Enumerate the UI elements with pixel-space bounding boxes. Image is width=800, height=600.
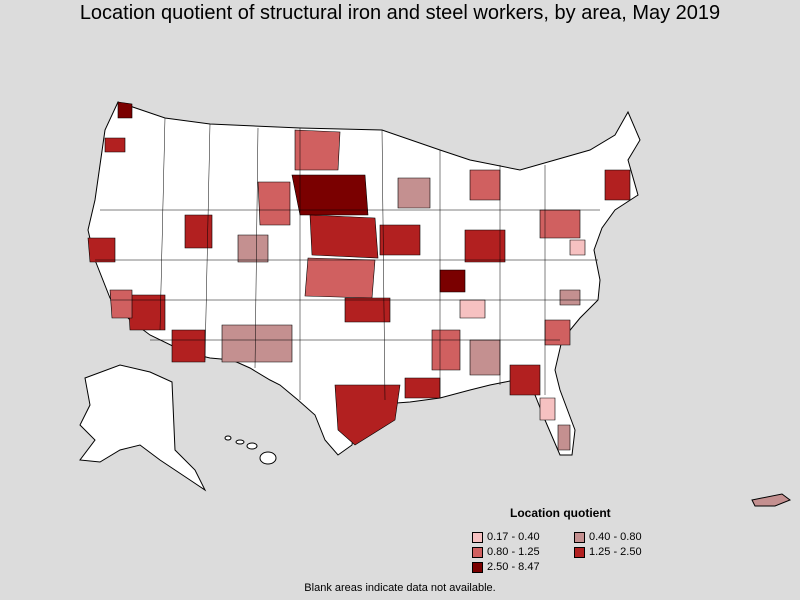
legend-label: 0.80 - 1.25 xyxy=(487,546,540,558)
area-pennsylvania xyxy=(539,209,581,239)
area-kentucky xyxy=(439,269,466,293)
area-boundaries xyxy=(95,117,600,401)
legend-swatch xyxy=(472,546,483,558)
legend-label: 0.17 - 0.40 xyxy=(487,531,540,543)
legend-swatch xyxy=(472,531,483,543)
legend-item-0.80-1.25: 0.80 - 1.25 xyxy=(472,546,540,558)
area-arizona-central xyxy=(127,294,166,331)
area-oklahoma xyxy=(344,297,391,323)
area-california-bay xyxy=(87,237,116,263)
legend-swatch xyxy=(574,531,585,543)
area-new-england xyxy=(604,169,631,201)
legend-item-0.17-0.40: 0.17 - 0.40 xyxy=(472,531,540,543)
area-tennessee xyxy=(459,299,486,319)
area-new-mexico xyxy=(221,324,293,363)
legend-item-0.40-0.80: 0.40 - 0.80 xyxy=(574,531,642,543)
area-virginia xyxy=(559,289,581,306)
area-wyoming xyxy=(257,181,291,226)
area-nebraska-kansas xyxy=(309,214,379,259)
area-maryland xyxy=(569,239,586,256)
legend-swatch xyxy=(472,561,483,573)
area-north-dakota-south-dakota xyxy=(291,174,369,216)
footnote: Blank areas indicate data not available. xyxy=(304,582,496,594)
area-ohio-indiana xyxy=(464,229,506,263)
area-florida-central xyxy=(539,397,556,421)
area-carolinas xyxy=(544,319,571,346)
legend-swatch xyxy=(574,546,585,558)
area-montana-east xyxy=(294,129,341,171)
legend-item-1.25-2.50: 1.25 - 2.50 xyxy=(574,546,642,558)
area-portland xyxy=(104,137,126,153)
area-seattle xyxy=(117,101,133,119)
area-texas-gulf xyxy=(334,384,401,446)
puerto-rico-landmass xyxy=(751,493,792,507)
area-alabama xyxy=(469,339,501,376)
area-iowa-illinois xyxy=(379,224,421,256)
area-colorado xyxy=(237,234,269,263)
area-california-south xyxy=(109,289,133,319)
area-georgia-florida xyxy=(509,364,541,396)
area-florida-south xyxy=(557,424,571,451)
legend-title: Location quotient xyxy=(510,506,611,520)
legend-label: 0.40 - 0.80 xyxy=(589,531,642,543)
legend-label: 2.50 - 8.47 xyxy=(487,561,540,573)
hawaii-islands xyxy=(224,435,277,465)
area-michigan xyxy=(469,169,501,201)
alaska-landmass xyxy=(79,364,207,492)
area-kansas xyxy=(304,257,376,299)
area-wisconsin xyxy=(397,177,431,209)
area-arizona-south xyxy=(171,329,206,363)
map-title: Location quotient of structural iron and… xyxy=(79,2,721,24)
area-utah xyxy=(184,214,213,249)
area-louisiana xyxy=(404,377,441,399)
area-mississippi xyxy=(431,329,461,371)
legend-item-2.50-8.47: 2.50 - 8.47 xyxy=(472,561,540,573)
legend-label: 1.25 - 2.50 xyxy=(589,546,642,558)
